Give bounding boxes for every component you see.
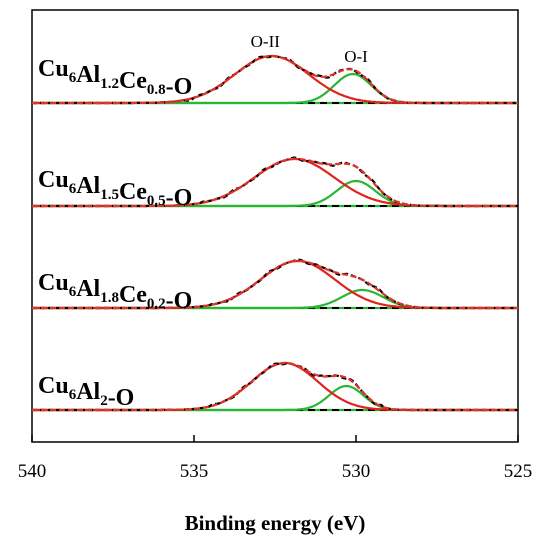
sample-label: Cu6Al2-O xyxy=(38,373,134,411)
envelope-line xyxy=(32,157,518,208)
panel-4: Cu6Al2-O xyxy=(32,361,518,412)
panel-2: Cu6Al1.5Ce0.5-O xyxy=(32,156,518,211)
panel-3: Cu6Al1.8Ce0.2-O xyxy=(32,258,518,314)
peak-label-o-ii: O-II xyxy=(251,32,281,51)
x-tick-label-535: 535 xyxy=(180,461,209,482)
x-tick-label-530: 530 xyxy=(342,461,371,482)
x-axis-ticks: 540 535 530 525 xyxy=(18,435,533,482)
panel-1: Cu6Al1.2Ce0.8-O xyxy=(32,54,518,105)
sample-label: Cu6Al1.2Ce0.8-O xyxy=(38,56,192,100)
envelope-line xyxy=(32,54,518,105)
envelope-line xyxy=(32,361,518,412)
x-tick-label-525: 525 xyxy=(504,461,533,482)
sample-label: Cu6Al1.5Ce0.5-O xyxy=(38,167,192,211)
envelope-line xyxy=(32,259,518,310)
chart-marks: Cu6Al1.2Ce0.8-O Cu6Al1.5Ce0.5-O Cu6Al1.8Ce… xyxy=(32,32,518,412)
sample-label: Cu6Al1.8Ce0.2-O xyxy=(38,270,192,314)
peak-label-o-i: O-I xyxy=(344,47,368,66)
x-axis-title: Binding energy (eV) xyxy=(185,511,366,535)
plot-frame xyxy=(31,9,519,443)
x-tick-label-540: 540 xyxy=(18,461,47,482)
